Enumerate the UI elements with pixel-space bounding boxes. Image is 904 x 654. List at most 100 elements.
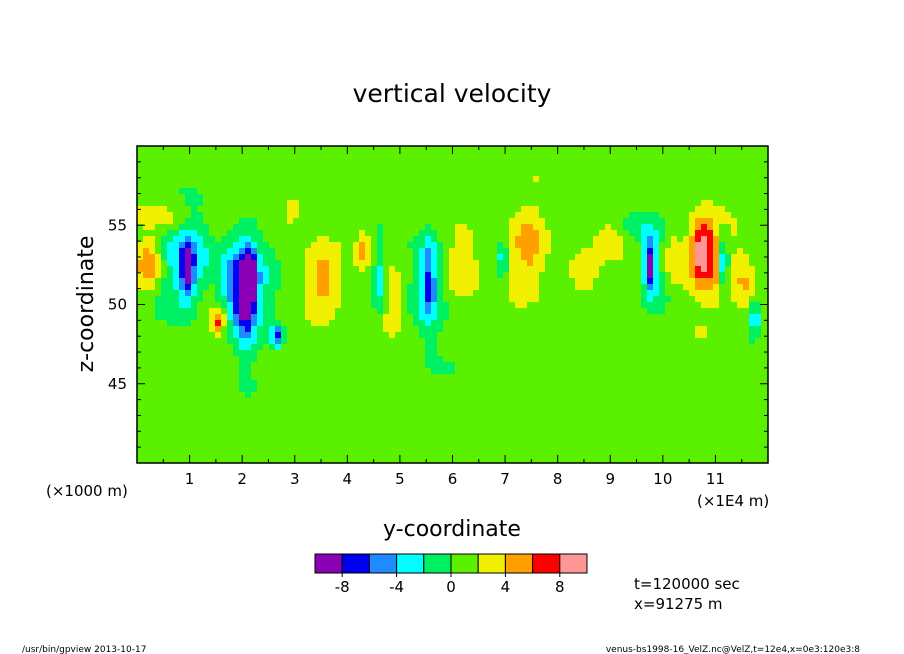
- field-cell: [545, 242, 551, 248]
- field-cell: [473, 320, 479, 326]
- field-cell: [149, 164, 155, 170]
- field-cell: [737, 242, 743, 248]
- field-cell: [191, 188, 197, 194]
- field-cell: [317, 338, 323, 344]
- field-cell: [515, 218, 521, 224]
- field-cell: [395, 398, 401, 404]
- field-cell: [695, 236, 701, 242]
- field-cell: [707, 182, 713, 188]
- field-cell: [623, 416, 629, 422]
- field-cell: [137, 314, 143, 320]
- field-cell: [551, 356, 557, 362]
- field-cell: [419, 296, 425, 302]
- field-cell: [467, 344, 473, 350]
- field-cell: [593, 266, 599, 272]
- field-cell: [203, 338, 209, 344]
- field-cell: [707, 422, 713, 428]
- field-cell: [233, 416, 239, 422]
- field-cell: [221, 152, 227, 158]
- field-cell: [467, 302, 473, 308]
- field-cell: [449, 326, 455, 332]
- field-cell: [509, 314, 515, 320]
- field-cell: [197, 284, 203, 290]
- field-cell: [239, 200, 245, 206]
- field-cell: [467, 398, 473, 404]
- field-cell: [341, 338, 347, 344]
- field-cell: [203, 218, 209, 224]
- field-cell: [437, 410, 443, 416]
- field-cell: [659, 188, 665, 194]
- field-cell: [287, 314, 293, 320]
- field-cell: [245, 242, 251, 248]
- field-cell: [383, 272, 389, 278]
- field-cell: [371, 152, 377, 158]
- field-cell: [713, 296, 719, 302]
- field-cell: [731, 182, 737, 188]
- field-cell: [617, 326, 623, 332]
- field-cell: [635, 272, 641, 278]
- field-cell: [629, 368, 635, 374]
- field-cell: [233, 296, 239, 302]
- field-cell: [221, 386, 227, 392]
- field-cell: [527, 176, 533, 182]
- field-cell: [425, 158, 431, 164]
- field-cell: [569, 146, 575, 152]
- field-cell: [557, 374, 563, 380]
- field-cell: [377, 344, 383, 350]
- field-cell: [203, 200, 209, 206]
- field-cell: [677, 290, 683, 296]
- field-cell: [485, 302, 491, 308]
- field-cell: [221, 266, 227, 272]
- field-cell: [689, 260, 695, 266]
- field-cell: [665, 278, 671, 284]
- field-cell: [431, 260, 437, 266]
- field-cell: [431, 188, 437, 194]
- field-cell: [689, 326, 695, 332]
- field-cell: [251, 284, 257, 290]
- field-cell: [203, 350, 209, 356]
- field-cell: [701, 212, 707, 218]
- field-cell: [659, 146, 665, 152]
- field-cell: [461, 362, 467, 368]
- field-cell: [515, 362, 521, 368]
- field-cell: [563, 386, 569, 392]
- field-cell: [137, 236, 143, 242]
- field-cell: [629, 194, 635, 200]
- field-cell: [521, 284, 527, 290]
- field-cell: [437, 338, 443, 344]
- field-cell: [449, 374, 455, 380]
- field-cell: [257, 374, 263, 380]
- field-cell: [293, 236, 299, 242]
- field-cell: [431, 224, 437, 230]
- field-cell: [557, 338, 563, 344]
- field-cell: [593, 152, 599, 158]
- field-cell: [335, 416, 341, 422]
- field-cell: [185, 170, 191, 176]
- field-cell: [689, 296, 695, 302]
- field-cell: [491, 266, 497, 272]
- field-cell: [287, 380, 293, 386]
- field-cell: [341, 248, 347, 254]
- field-cell: [245, 164, 251, 170]
- field-cell: [449, 230, 455, 236]
- field-cell: [179, 248, 185, 254]
- field-cell: [563, 230, 569, 236]
- field-cell: [425, 182, 431, 188]
- field-cell: [575, 332, 581, 338]
- field-cell: [611, 278, 617, 284]
- field-cell: [479, 416, 485, 422]
- field-cell: [275, 368, 281, 374]
- field-cell: [749, 362, 755, 368]
- field-cell: [575, 404, 581, 410]
- field-cell: [761, 212, 767, 218]
- field-cell: [335, 302, 341, 308]
- field-cell: [335, 170, 341, 176]
- field-cell: [719, 176, 725, 182]
- field-cell: [335, 374, 341, 380]
- field-cell: [395, 308, 401, 314]
- field-cell: [479, 350, 485, 356]
- field-cell: [533, 236, 539, 242]
- field-cell: [461, 248, 467, 254]
- field-cell: [431, 338, 437, 344]
- field-cell: [335, 236, 341, 242]
